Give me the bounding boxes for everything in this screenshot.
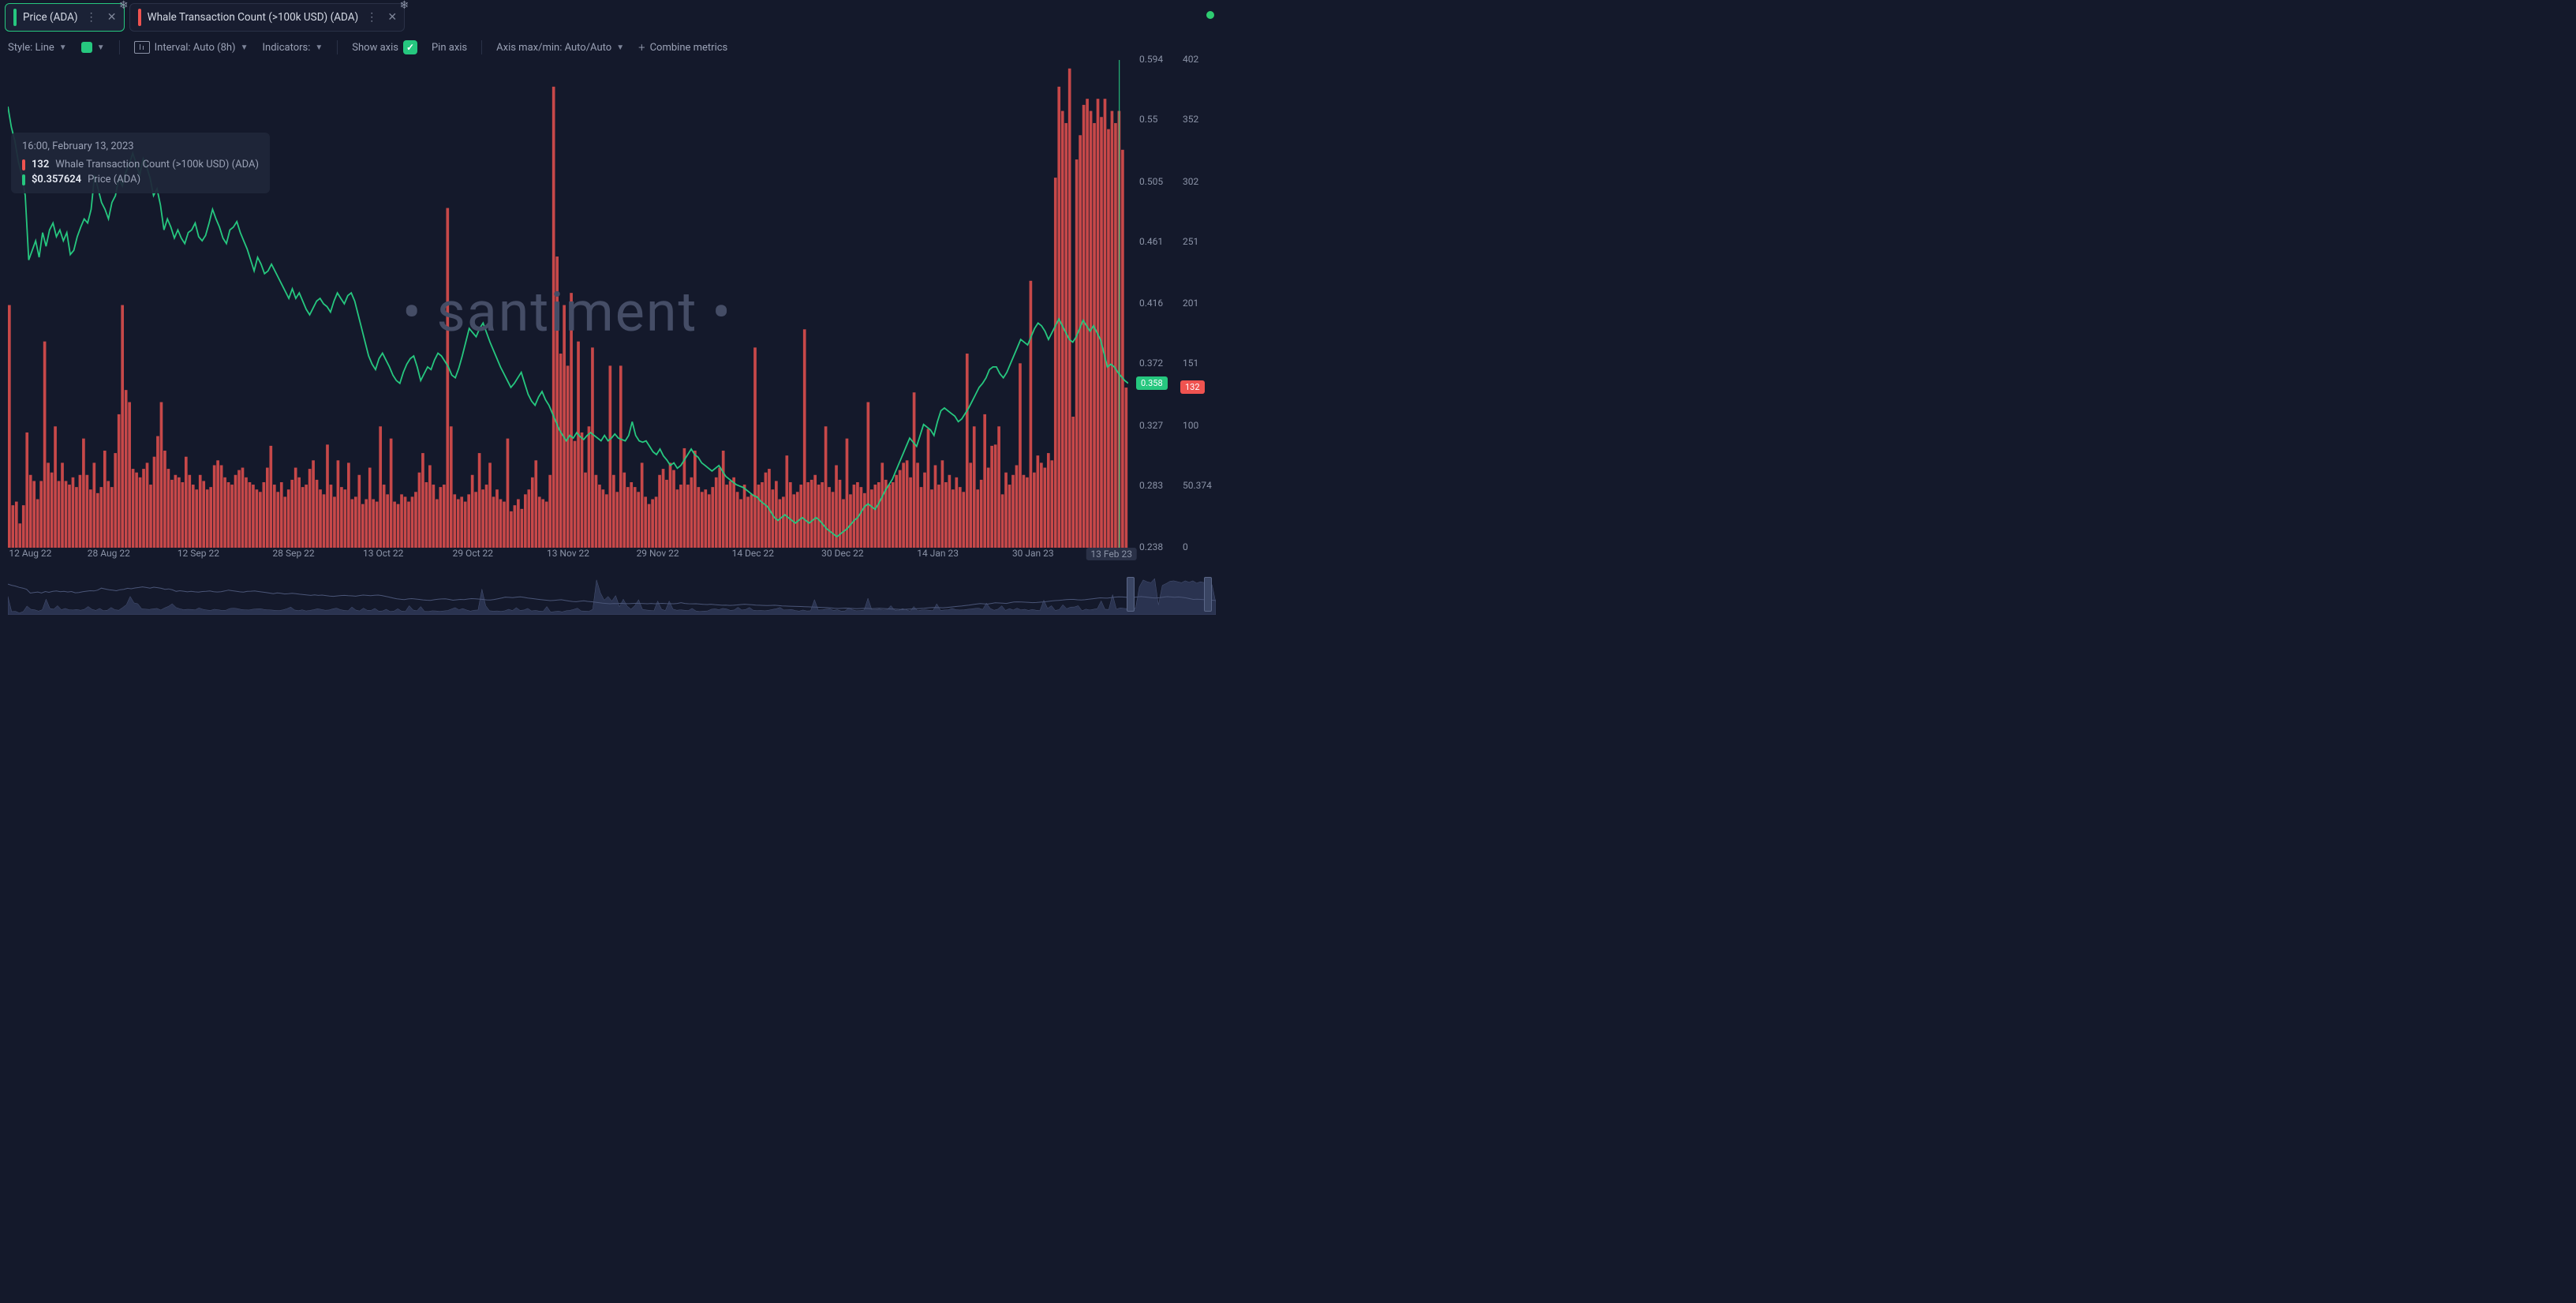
tab-label: Whale Transaction Count (>100k USD) (ADA…: [148, 11, 359, 24]
interval-dropdown[interactable]: Interval: Auto (8h) ▼: [134, 41, 249, 54]
combine-label: Combine metrics: [650, 42, 728, 54]
x-tick: 14 Jan 23: [917, 548, 959, 559]
style-dropdown[interactable]: Style: Line ▼: [8, 42, 67, 54]
x-tick: 12 Sep 22: [178, 548, 219, 559]
tab-color-marker: [13, 9, 17, 26]
tooltip-value: $0.357624: [32, 174, 81, 185]
chevron-down-icon: ▼: [97, 43, 105, 52]
y-tick: 0.594402: [1135, 54, 1225, 65]
chevron-down-icon: ▼: [616, 43, 624, 52]
more-icon[interactable]: ⋮: [84, 10, 99, 24]
y-tick: 0.327100: [1135, 420, 1225, 431]
y-axis-price-badge: 0.358: [1136, 376, 1168, 390]
tooltip-date: 16:00, February 13, 2023: [22, 140, 259, 152]
separator: [337, 40, 338, 54]
y-tick: 0.372151: [1135, 358, 1225, 369]
x-tick: 28 Sep 22: [273, 548, 315, 559]
interval-icon: [134, 41, 150, 54]
tooltip-color-bar: [22, 174, 25, 185]
metric-tab[interactable]: Price (ADA)⋮✕❄: [5, 3, 125, 32]
color-picker[interactable]: ▼: [81, 42, 105, 53]
minimap-handle[interactable]: [1127, 577, 1135, 612]
x-axis: 12 Aug 22 28 Aug 22 12 Sep 22 28 Sep 22 13 O…: [8, 548, 1128, 565]
x-tick: 30 Dec 22: [821, 548, 863, 559]
x-tick: 12 Aug 22: [9, 548, 51, 559]
chevron-down-icon: ▼: [59, 43, 67, 52]
separator: [119, 40, 120, 54]
y-axis-right: 0.5944020.553520.5053020.4612510.4162010…: [1135, 60, 1225, 548]
y-tick: 0.55352: [1135, 114, 1225, 125]
color-swatch: [81, 42, 92, 53]
x-tick: 14 Dec 22: [732, 548, 774, 559]
chart-toolbar: Style: Line ▼ ▼ Interval: Auto (8h) ▼ In…: [0, 35, 1225, 60]
minimap-handle[interactable]: [1204, 577, 1213, 612]
interval-label: Interval: Auto (8h): [155, 42, 236, 54]
y-tick: 0.416201: [1135, 298, 1225, 309]
check-icon: ✓: [403, 40, 417, 54]
show-axis-label: Show axis: [352, 42, 398, 54]
axis-minmax-dropdown[interactable]: Axis max/min: Auto/Auto ▼: [496, 42, 624, 54]
tab-bar: Price (ADA)⋮✕❄Whale Transaction Count (>…: [0, 0, 1225, 35]
indicators-label: Indicators:: [263, 42, 311, 54]
y-tick: 0.28350.374: [1135, 480, 1225, 491]
y-axis-whale-badge: 132: [1180, 380, 1205, 394]
style-label: Style: Line: [8, 42, 54, 54]
tooltip-color-bar: [22, 159, 25, 170]
close-icon[interactable]: ✕: [105, 10, 119, 24]
metric-tab[interactable]: Whale Transaction Count (>100k USD) (ADA…: [129, 3, 406, 32]
y-tick: 0.505302: [1135, 176, 1225, 187]
tooltip-metric-name: Whale Transaction Count (>100k USD) (ADA…: [55, 159, 259, 170]
chart-tooltip: 16:00, February 13, 2023 132 Whale Trans…: [11, 133, 270, 193]
x-tick: 13 Oct 22: [363, 548, 403, 559]
plus-icon: +: [638, 40, 645, 54]
sparkle-icon: ❄: [119, 0, 129, 12]
chart-area[interactable]: •santiment• 16:00, February 13, 2023 132…: [0, 60, 1225, 565]
chevron-down-icon: ▼: [315, 43, 323, 52]
minimap-canvas: [8, 574, 1216, 615]
indicators-dropdown[interactable]: Indicators: ▼: [263, 42, 323, 54]
tooltip-row: $0.357624 Price (ADA): [22, 174, 259, 185]
y-tick: 0.2380: [1135, 541, 1225, 552]
x-tick: 28 Aug 22: [88, 548, 130, 559]
tooltip-metric-name: Price (ADA): [88, 174, 140, 185]
show-axis-toggle[interactable]: Show axis ✓: [352, 40, 417, 54]
chevron-down-icon: ▼: [241, 43, 249, 52]
pin-axis-label: Pin axis: [432, 42, 467, 54]
y-tick: 0.461251: [1135, 236, 1225, 247]
tooltip-row: 132 Whale Transaction Count (>100k USD) …: [22, 159, 259, 170]
x-tick: 30 Jan 23: [1012, 548, 1054, 559]
separator: [481, 40, 482, 54]
tab-label: Price (ADA): [23, 11, 78, 24]
x-tick: 29 Oct 22: [453, 548, 493, 559]
sparkle-icon: ❄: [400, 0, 409, 12]
x-tick: 13 Feb 23: [1086, 548, 1137, 560]
more-icon[interactable]: ⋮: [365, 10, 379, 24]
pin-axis-button[interactable]: Pin axis: [432, 42, 467, 54]
x-tick: 29 Nov 22: [637, 548, 679, 559]
minimap[interactable]: [8, 574, 1216, 615]
x-tick: 13 Nov 22: [547, 548, 589, 559]
connection-status-indicator: [1206, 11, 1214, 19]
tab-color-marker: [138, 9, 141, 26]
combine-metrics-button[interactable]: + Combine metrics: [638, 40, 727, 54]
close-icon[interactable]: ✕: [385, 10, 399, 24]
tooltip-value: 132: [32, 159, 49, 170]
axis-mm-label: Axis max/min: Auto/Auto: [496, 42, 611, 54]
